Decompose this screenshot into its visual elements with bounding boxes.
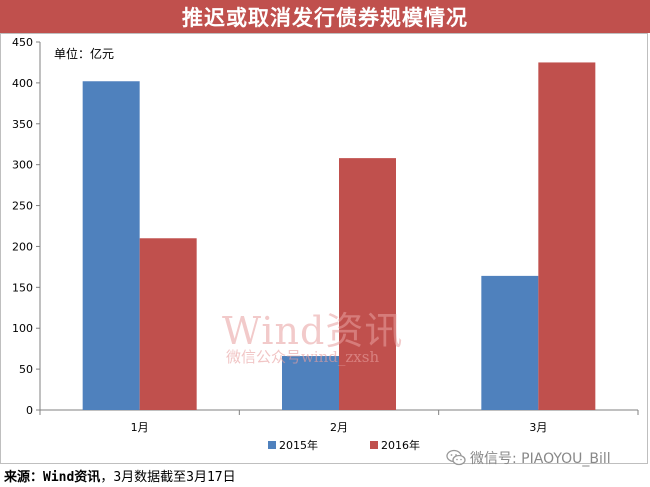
y-tick-label: 250 bbox=[12, 200, 33, 213]
legend-swatch bbox=[370, 441, 378, 449]
y-tick-label: 450 bbox=[12, 36, 33, 49]
footer-source: 来源：Wind资讯 ，3月数据截至3月17日 bbox=[0, 464, 650, 487]
bar-2015 bbox=[82, 81, 140, 411]
y-tick-label: 100 bbox=[12, 322, 33, 335]
footer-source-label: 来源：Wind资讯 bbox=[4, 470, 101, 485]
y-tick-label: 150 bbox=[12, 281, 33, 294]
y-tick-label: 50 bbox=[19, 363, 33, 376]
watermark-main: Wind资讯 bbox=[222, 309, 404, 353]
watermark-sub: 微信公众号wind_zxsh bbox=[226, 348, 380, 366]
bar-2015 bbox=[282, 356, 339, 410]
legend-label: 2016年 bbox=[381, 438, 420, 452]
y-tick-label: 0 bbox=[26, 404, 33, 417]
unit-label: 单位：亿元 bbox=[54, 47, 115, 61]
x-tick-label: 2月 bbox=[330, 421, 348, 434]
x-tick-label: 3月 bbox=[529, 421, 547, 434]
bar-2016 bbox=[139, 238, 197, 410]
y-tick-label: 400 bbox=[12, 77, 33, 90]
y-tick-label: 300 bbox=[12, 159, 33, 172]
legend-swatch bbox=[268, 441, 276, 449]
legend-label: 2015年 bbox=[279, 438, 318, 452]
y-tick-label: 200 bbox=[12, 240, 33, 253]
wechat-icon bbox=[446, 449, 466, 466]
wechat-tag-text: 微信号: PIAOYOU_Bill bbox=[470, 451, 611, 467]
bar-2016 bbox=[339, 158, 396, 410]
footer-source-note: ，3月数据截至3月17日 bbox=[100, 470, 236, 485]
bar-2016 bbox=[538, 62, 596, 410]
x-tick-label: 1月 bbox=[131, 421, 149, 434]
chart-title: 推迟或取消发行债券规模情况 bbox=[0, 0, 650, 33]
y-tick-label: 350 bbox=[12, 118, 33, 131]
wechat-tag: 微信号: PIAOYOU_Bill bbox=[446, 448, 611, 468]
bar-2015 bbox=[481, 275, 539, 410]
